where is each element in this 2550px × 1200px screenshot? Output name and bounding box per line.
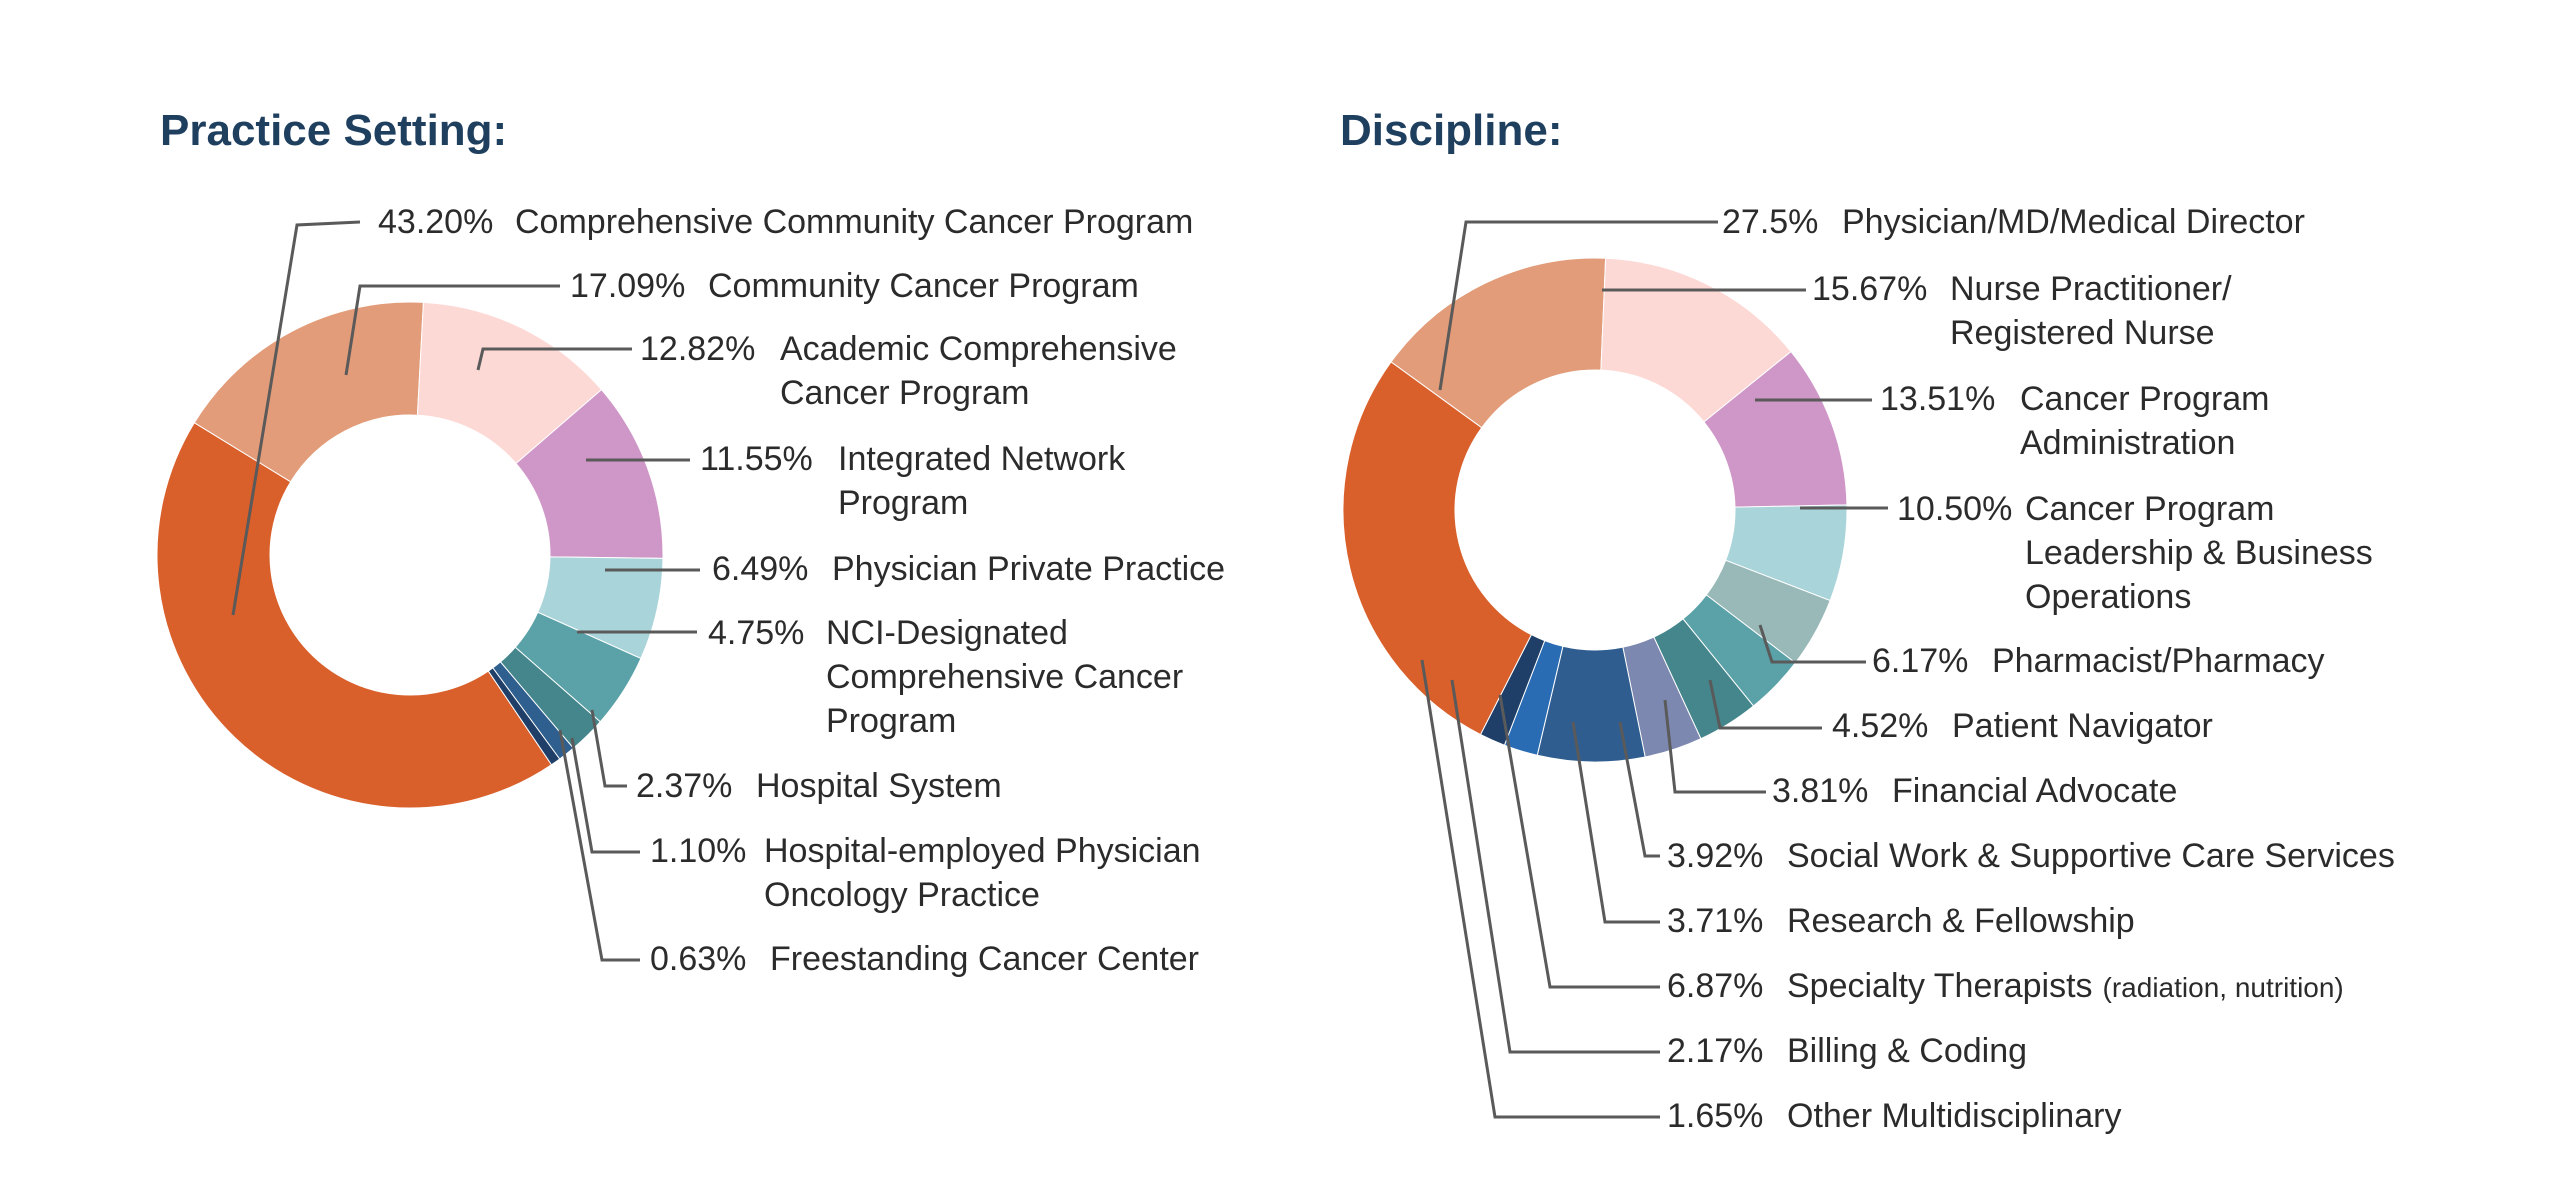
slice-label: NCI-Designated xyxy=(826,614,1068,652)
slice-label: Other Multidisciplinary xyxy=(1787,1097,2121,1135)
slice-label: Administration xyxy=(2020,424,2235,462)
slice-label: Oncology Practice xyxy=(764,876,1040,914)
slice-comprehensive-community-cancer-program xyxy=(156,422,553,809)
leader-line xyxy=(1438,220,1718,391)
slice-label: Academic Comprehensive xyxy=(780,330,1177,368)
slice-label: Integrated Network xyxy=(838,440,1126,478)
slice-percent: 11.55% xyxy=(700,440,813,478)
slice-label: Program xyxy=(838,484,968,522)
slice-label: Comprehensive Community Cancer Program xyxy=(515,203,1193,241)
slice-label: Leadership & Business xyxy=(2025,534,2373,572)
leader-line xyxy=(558,729,640,962)
slice-percent: 17.09% xyxy=(570,267,685,305)
slice-label: Pharmacist/Pharmacy xyxy=(1992,642,2325,680)
slice-label: Operations xyxy=(2025,578,2191,616)
leader-line xyxy=(231,220,361,616)
discipline-title: Discipline: xyxy=(1340,106,1563,155)
slice-percent: 1.10% xyxy=(650,832,746,870)
slice-physician-md-medical-director xyxy=(1342,361,1533,736)
slice-percent: 13.51% xyxy=(1880,380,1995,418)
slice-percent: 2.37% xyxy=(636,767,732,805)
practice-setting-donut: 43.20% Comprehensive Community Cancer Pro… xyxy=(156,203,1225,978)
leader-line xyxy=(1708,679,1822,730)
slice-label: Research & Fellowship xyxy=(1787,902,2135,940)
slice-percent: 27.5% xyxy=(1722,203,1818,241)
slice-label: Patient Navigator xyxy=(1952,707,2213,745)
slice-percent: 10.50% xyxy=(1897,490,2012,528)
leader-line xyxy=(570,737,640,854)
slice-nurse-practitioner-registered-nurse xyxy=(1390,257,1607,429)
slice-label: Hospital System xyxy=(756,767,1002,805)
slice-label: Cancer Program xyxy=(2025,490,2274,528)
leader-line xyxy=(1618,721,1660,858)
slice-label: Physician/MD/Medical Director xyxy=(1842,203,2305,241)
slice-percent: 6.17% xyxy=(1872,642,1968,680)
slice-community-cancer-program xyxy=(193,301,424,483)
slice-label: Financial Advocate xyxy=(1892,772,2177,810)
slice-percent: 0.63% xyxy=(650,940,746,978)
slice-percent: 15.67% xyxy=(1812,270,1927,308)
slice-label: Registered Nurse xyxy=(1950,314,2215,352)
slice-percent: 3.92% xyxy=(1667,837,1763,875)
slice-label: Specialty Therapists (radiation, nutritio… xyxy=(1787,967,2344,1005)
leader-line xyxy=(1498,694,1660,989)
slice-percent: 43.20% xyxy=(378,203,493,241)
slice-label: Freestanding Cancer Center xyxy=(770,940,1199,978)
slice-percent: 4.75% xyxy=(708,614,804,652)
leader-line xyxy=(1663,699,1766,794)
slice-percent: 3.81% xyxy=(1772,772,1868,810)
leader-line xyxy=(344,284,560,376)
leader-line xyxy=(1420,659,1660,1119)
slice-percent: 6.87% xyxy=(1667,967,1763,1005)
leader-line xyxy=(590,709,627,788)
slice-percent: 2.17% xyxy=(1667,1032,1763,1070)
slice-label: Billing & Coding xyxy=(1787,1032,2027,1070)
slice-percent: 12.82% xyxy=(640,330,755,368)
slice-label: Physician Private Practice xyxy=(832,550,1225,588)
slice-label: Comprehensive Cancer xyxy=(826,658,1183,696)
slice-label: Cancer Program xyxy=(2020,380,2269,418)
practice-setting-title: Practice Setting: xyxy=(160,106,507,155)
slice-label: Cancer Program xyxy=(780,374,1029,412)
leader-line xyxy=(1758,624,1866,664)
slice-label: Community Cancer Program xyxy=(708,267,1139,305)
slice-freestanding-cancer-center xyxy=(487,667,561,766)
slice-label-suffix: (radiation, nutrition) xyxy=(2103,972,2344,1003)
slice-percent: 3.71% xyxy=(1667,902,1763,940)
discipline-donut: 27.5% Physician/MD/Medical Director 15.67%… xyxy=(1342,203,2395,1135)
leader-line xyxy=(1450,679,1660,1054)
slice-label: Nurse Practitioner/ xyxy=(1950,270,2232,308)
slice-label: Social Work & Supportive Care Services xyxy=(1787,837,2395,875)
slice-label: Program xyxy=(826,702,956,740)
leader-line xyxy=(476,347,632,371)
slice-label: Hospital-employed Physician xyxy=(764,832,1201,870)
slice-percent: 1.65% xyxy=(1667,1097,1763,1135)
slice-other-multidisciplinary xyxy=(1479,634,1546,746)
leader-line xyxy=(1571,721,1660,924)
slice-percent: 4.52% xyxy=(1832,707,1928,745)
slice-percent: 6.49% xyxy=(712,550,808,588)
